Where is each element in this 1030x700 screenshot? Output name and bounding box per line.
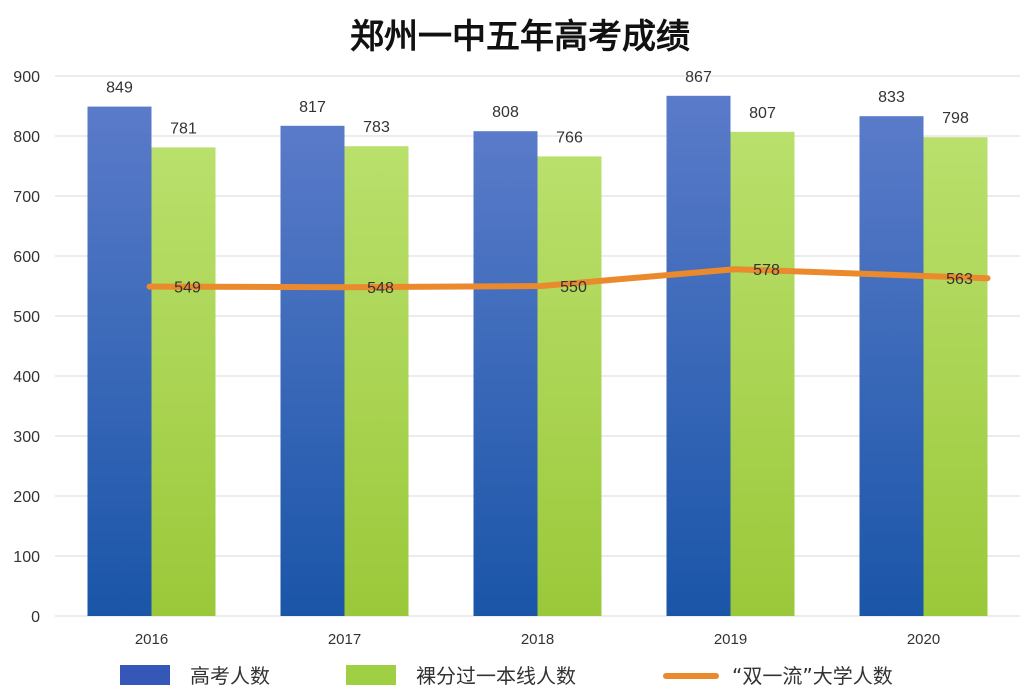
bar-labels: 849 781 817 783 808 766 867 807 833 798 bbox=[106, 69, 969, 147]
bar-label-2020-1: 798 bbox=[942, 110, 969, 127]
y-tick-label-200: 200 bbox=[13, 489, 40, 506]
legend-swatch-0 bbox=[120, 665, 170, 685]
line-label-2016: 549 bbox=[174, 280, 201, 297]
y-tick-label-600: 600 bbox=[13, 249, 40, 266]
x-tick-label-2019: 2019 bbox=[714, 631, 747, 648]
bar-2019-0 bbox=[666, 95, 731, 617]
bar-2019-1 bbox=[730, 131, 795, 617]
bar-2018-0 bbox=[473, 131, 538, 616]
bar-label-2016-1: 781 bbox=[170, 120, 197, 137]
y-tick-label-500: 500 bbox=[13, 309, 40, 326]
legend-swatch-1 bbox=[346, 665, 396, 685]
bar-label-2017-1: 783 bbox=[363, 119, 390, 136]
bar-label-2018-0: 808 bbox=[492, 104, 519, 121]
y-tick-label-300: 300 bbox=[13, 429, 40, 446]
y-tick-label-400: 400 bbox=[13, 369, 40, 386]
bar-2017-1 bbox=[344, 146, 409, 616]
line-label-2019: 578 bbox=[753, 262, 780, 279]
bar-label-2019-0: 867 bbox=[685, 69, 712, 86]
legend-label-2: “双一流”大学人数 bbox=[732, 664, 893, 688]
bar-2016-0 bbox=[87, 106, 152, 616]
y-tick-label-900: 900 bbox=[13, 69, 40, 86]
y-tick-label-100: 100 bbox=[13, 549, 40, 566]
y-tick-label-700: 700 bbox=[13, 189, 40, 206]
x-tick-label-2016: 2016 bbox=[135, 631, 168, 648]
x-axis-ticks: 2016 2017 2018 2019 2020 bbox=[135, 631, 940, 648]
chart-title: 郑州一中五年高考成绩 bbox=[350, 17, 690, 57]
bar-label-2017-0: 817 bbox=[299, 99, 326, 116]
y-tick-label-800: 800 bbox=[13, 129, 40, 146]
bar-2017-0 bbox=[280, 125, 345, 617]
legend: 高考人数 裸分过一本线人数 “双一流”大学人数 bbox=[120, 664, 893, 688]
line-label-2020: 563 bbox=[946, 271, 973, 288]
bar-label-2018-1: 766 bbox=[556, 129, 583, 146]
bar-2016-1 bbox=[151, 147, 216, 616]
x-tick-label-2017: 2017 bbox=[328, 631, 361, 648]
y-axis-ticks: 0 100 200 300 400 500 600 700 800 900 bbox=[13, 69, 40, 626]
bar-label-2020-0: 833 bbox=[878, 89, 905, 106]
bars bbox=[87, 95, 988, 617]
bar-label-2019-1: 807 bbox=[749, 105, 776, 122]
line-label-2018: 550 bbox=[560, 279, 587, 296]
y-tick-label-0: 0 bbox=[31, 609, 40, 626]
legend-label-0: 高考人数 bbox=[190, 664, 270, 688]
line-series: 549 548 550 578 563 bbox=[146, 262, 991, 297]
x-tick-label-2020: 2020 bbox=[907, 631, 940, 648]
legend-label-1: 裸分过一本线人数 bbox=[416, 664, 576, 688]
bar-2020-1 bbox=[923, 137, 988, 616]
bar-2020-0 bbox=[859, 116, 924, 616]
x-tick-label-2018: 2018 bbox=[521, 631, 554, 648]
line-0 bbox=[146, 266, 991, 291]
line-label-2017: 548 bbox=[367, 280, 394, 297]
bar-label-2016-0: 849 bbox=[106, 80, 133, 97]
bar-2018-1 bbox=[537, 156, 602, 616]
